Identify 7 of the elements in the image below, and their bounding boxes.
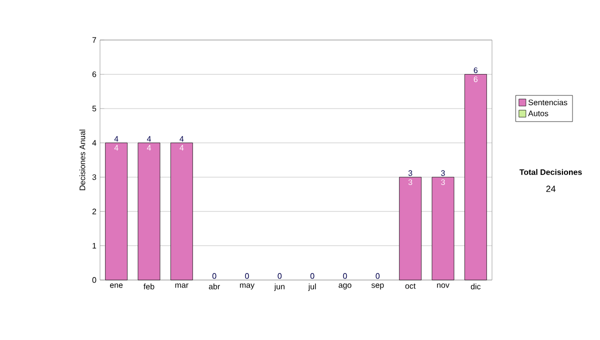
bar [170, 142, 193, 280]
bar [138, 142, 160, 280]
bar [399, 176, 422, 280]
bar [105, 142, 128, 280]
text: 24 [546, 186, 556, 192]
bar [432, 176, 454, 280]
bar [464, 74, 487, 280]
